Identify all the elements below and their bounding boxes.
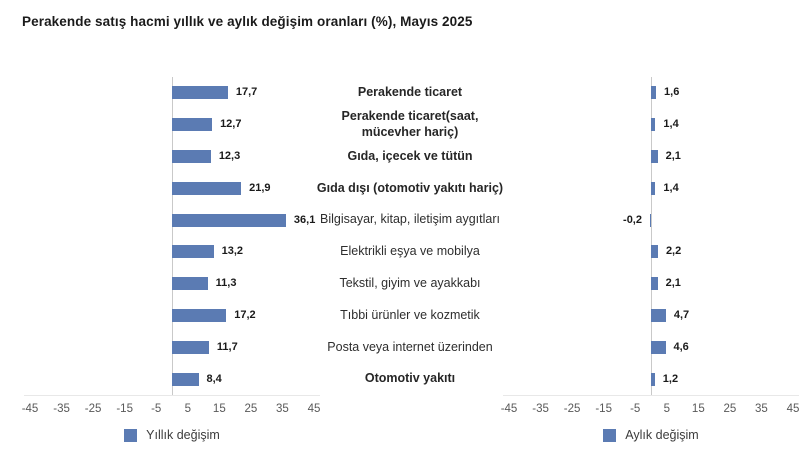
- value-label: 11,7: [216, 340, 238, 353]
- bar: [172, 309, 227, 322]
- x-axis-baseline: [503, 395, 799, 396]
- bar: [172, 213, 286, 227]
- category-label: Perakende ticaret(saat, mücevher hariç): [341, 109, 479, 139]
- value-label: 21,9: [249, 181, 271, 194]
- x-tick-label: 45: [307, 403, 321, 415]
- bar: [651, 118, 656, 132]
- x-tick-label: -25: [563, 403, 581, 415]
- annual-legend: Yıllık değişim: [30, 428, 314, 442]
- bar: [651, 372, 655, 386]
- chart-title: Perakende satış hacmi yıllık ve aylık de…: [22, 14, 473, 29]
- value-label: 8,4: [206, 372, 222, 385]
- annual-legend-swatch: [124, 428, 138, 442]
- bar: [172, 245, 214, 259]
- bar: [651, 86, 657, 100]
- bar: [651, 245, 658, 259]
- value-label: 1,4: [663, 181, 679, 194]
- value-label: 12,3: [218, 150, 241, 162]
- x-tick-label: 35: [755, 403, 768, 415]
- value-label: 17,2: [234, 309, 256, 321]
- bar: [172, 118, 213, 132]
- value-label: 2,2: [665, 245, 682, 258]
- x-tick-label: -25: [84, 403, 102, 415]
- value-label: 12,7: [220, 118, 242, 131]
- x-tick-label: 5: [663, 403, 670, 415]
- value-label: 2,1: [665, 277, 681, 290]
- monthly-legend-swatch: [603, 428, 617, 442]
- value-label: 17,7: [235, 86, 258, 99]
- bar: [172, 86, 228, 100]
- bar: [172, 150, 211, 163]
- x-tick-label: -5: [630, 403, 641, 415]
- annual-legend-label: Yıllık değişim: [146, 428, 220, 442]
- value-label: 1,6: [664, 86, 680, 99]
- x-tick-label: -15: [116, 403, 133, 415]
- value-label: -0,2: [623, 213, 642, 226]
- x-tick-label: 35: [276, 403, 289, 415]
- value-label: 4,6: [673, 340, 689, 353]
- x-tick-label: -35: [532, 403, 549, 415]
- value-label: 36,1: [293, 213, 316, 226]
- x-tick-label: 5: [184, 403, 191, 415]
- x-tick-label: -15: [595, 403, 612, 415]
- x-tick-label: 15: [691, 403, 705, 415]
- bar: [651, 277, 658, 291]
- x-tick-label: -45: [500, 403, 518, 415]
- bar: [651, 181, 656, 195]
- category-labels-column: Perakende ticaret Perakende ticaret(saat,…: [312, 77, 508, 395]
- value-label: 2,1: [665, 150, 681, 162]
- value-label: 1,4: [663, 118, 679, 131]
- category-label: Elektrikli eşya ve mobilya: [340, 244, 480, 259]
- category-label: Tekstil, giyim ve ayakkabı: [339, 276, 481, 291]
- x-tick-label: 45: [786, 403, 800, 415]
- monthly-legend-label: Aylık değişim: [625, 428, 699, 442]
- category-label: Tıbbi ürünler ve kozmetik: [340, 307, 480, 322]
- bar: [172, 340, 209, 354]
- category-label: Gıda, içecek ve tütün: [347, 148, 473, 163]
- x-tick-label: 25: [244, 403, 258, 415]
- bar: [172, 372, 199, 386]
- bar: [651, 309, 666, 322]
- zero-axis-line: [171, 77, 173, 395]
- x-tick-label: 25: [723, 403, 737, 415]
- annual-change-plot: 17,7 12,7 12,3 21,9 36,1 13,2 11,3 17,2 11,7 8,4: [24, 77, 320, 396]
- x-tick-label: -45: [21, 403, 39, 415]
- annual-x-axis-ticks: -45 -35 -25 -15 -5 5 15 25 35 45: [22, 403, 321, 418]
- category-label: Otomotiv yakıtı: [364, 371, 456, 386]
- bar: [651, 340, 666, 354]
- monthly-change-plot: 1,6 1,4 2,1 1,4 -0,2 2,2 2,1 4,7 4,6 1,2: [503, 77, 799, 396]
- bar: [172, 277, 208, 291]
- x-axis-baseline: [24, 395, 320, 396]
- bar: [651, 150, 658, 163]
- monthly-legend: Aylık değişim: [509, 428, 793, 442]
- zero-axis-line: [650, 77, 652, 395]
- bar: [172, 181, 242, 195]
- value-label: 4,7: [673, 309, 690, 321]
- x-tick-label: -35: [53, 403, 70, 415]
- value-label: 11,3: [215, 277, 237, 290]
- category-label: Gıda dışı (otomotiv yakıtı hariç): [316, 180, 504, 195]
- bar: [650, 213, 651, 227]
- category-label: Posta veya internet üzerinden: [327, 339, 493, 354]
- category-label: Bilgisayar, kitap, iletişim aygıtları: [320, 212, 500, 227]
- monthly-x-axis-ticks: -45 -35 -25 -15 -5 5 15 25 35 45: [501, 403, 800, 418]
- x-tick-label: -5: [151, 403, 162, 415]
- x-tick-label: 15: [212, 403, 226, 415]
- value-label: 1,2: [662, 372, 679, 385]
- value-label: 13,2: [221, 245, 244, 258]
- category-label: Perakende ticaret: [357, 85, 463, 100]
